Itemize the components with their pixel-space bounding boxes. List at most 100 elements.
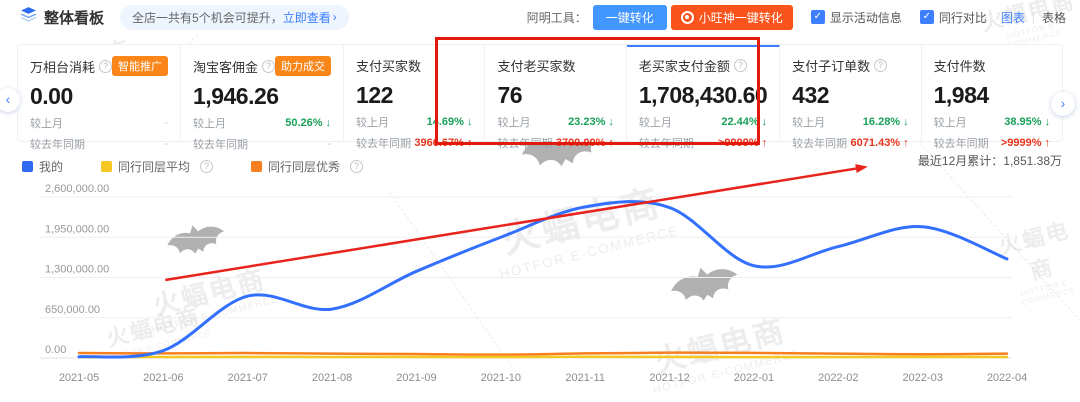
mom-change: 22.44% ↓: [721, 116, 768, 128]
table-view-tab[interactable]: 表格: [1041, 10, 1066, 25]
svg-text:2022-02: 2022-02: [818, 372, 858, 384]
yoy-change: 6071.43% ↑: [850, 137, 909, 149]
svg-text:2021-09: 2021-09: [396, 372, 436, 384]
svg-text:2022-03: 2022-03: [902, 372, 942, 384]
page-title: 整体看板: [44, 9, 105, 27]
arrow-down-icon: ↓: [903, 116, 909, 128]
svg-text:2022-01: 2022-01: [734, 372, 774, 384]
metric-value: 432: [792, 82, 830, 108]
info-icon[interactable]: ?: [350, 160, 364, 173]
metric-card-wanxiangtai[interactable]: 万相台消耗 ? 智能推广 0.00 较上月 - 较去年同期 -: [18, 45, 182, 151]
svg-text:2021-12: 2021-12: [649, 372, 689, 384]
arrow-down-icon: ↓: [761, 116, 768, 128]
arrow-up-icon: ↑: [608, 137, 614, 149]
carousel-prev-button[interactable]: ‹: [0, 88, 20, 112]
info-icon[interactable]: ?: [99, 59, 113, 73]
svg-text:0.00: 0.00: [45, 344, 66, 356]
metric-card-taobaoke[interactable]: 淘宝客佣金 ? 助力成交 1,946.26 较上月 50.26% ↓ 较去年同期 …: [181, 45, 345, 151]
mom-change: 14.69% ↓: [426, 116, 473, 128]
metric-value: 0.00: [30, 83, 73, 109]
smart-promo-badge: 智能推广: [112, 56, 169, 76]
chart-view-tab[interactable]: 图表: [1000, 10, 1025, 25]
assist-deal-badge: 助力成交: [275, 56, 332, 76]
chevron-right-icon: ›: [332, 10, 337, 24]
info-icon[interactable]: ?: [733, 59, 747, 72]
yoy-change: -: [327, 138, 332, 150]
arrow-down-icon: ↓: [1044, 116, 1051, 128]
metric-card-sub-orders[interactable]: 支付子订单数 ? 432 较上月 16.28% ↓ 较去年同期 6071.43% ↑: [780, 45, 922, 150]
metric-card-pay-buyers[interactable]: 支付买家数 122 较上月 14.69% ↓ 较去年同期 3966.67% ↑: [344, 45, 486, 150]
svg-text:2021-11: 2021-11: [565, 372, 605, 384]
svg-text:2021-06: 2021-06: [143, 372, 183, 384]
mom-change: -: [164, 117, 169, 129]
mom-change: 50.26% ↓: [285, 117, 332, 129]
arrow-up-icon: ↑: [903, 137, 909, 149]
legend-swatch: [101, 161, 113, 172]
legend-item-peer-average[interactable]: 同行同层平均 ?: [101, 158, 214, 175]
xiaowangshen-convert-button[interactable]: 小旺神一键转化: [670, 4, 793, 30]
show-activity-checkbox[interactable]: ✓ 显示活动信息: [810, 9, 902, 26]
info-icon[interactable]: ?: [200, 160, 214, 173]
opportunity-notice: 全店一共有5个机会可提升， 立即查看 ›: [120, 4, 349, 30]
metric-value: 1,984: [933, 82, 990, 108]
one-key-convert-button[interactable]: 一键转化: [592, 4, 667, 30]
mom-change: 23.23% ↓: [568, 116, 614, 128]
svg-text:2021-05: 2021-05: [59, 372, 99, 384]
info-icon[interactable]: ?: [874, 59, 888, 72]
svg-text:650,000.00: 650,000.00: [45, 304, 100, 316]
mom-change: 16.28% ↓: [862, 116, 909, 128]
xiaowangshen-icon: [680, 10, 694, 24]
svg-text:2021-10: 2021-10: [481, 372, 521, 384]
svg-text:2022-04: 2022-04: [987, 372, 1027, 384]
arrow-up-icon: ↑: [761, 137, 768, 149]
svg-text:2021-08: 2021-08: [312, 372, 352, 384]
metric-card-pay-old-buyers[interactable]: 支付老买家数 76 较上月 23.23% ↓ 较去年同期 3700.00% ↑: [485, 45, 627, 150]
checkbox-checked-icon[interactable]: ✓: [919, 10, 934, 24]
yoy-change: 3966.67% ↑: [414, 137, 473, 149]
yoy-change: 3700.00% ↑: [555, 137, 614, 149]
page-header: 整体看板 全店一共有5个机会可提升， 立即查看 › 阿明工具： 一键转化 小旺神…: [0, 0, 1080, 34]
arrow-down-icon: ↓: [325, 117, 332, 129]
view-now-link[interactable]: 立即查看: [282, 10, 331, 25]
peer-compare-checkbox[interactable]: ✓ 同行对比: [919, 9, 987, 26]
metric-value: 122: [356, 82, 393, 108]
notice-text: 全店一共有5个机会可提升，: [132, 10, 283, 25]
metric-value: 1,708,430.60: [638, 82, 768, 108]
metric-value: 1,946.26: [193, 83, 279, 109]
yoy-change: >9999% ↑: [1000, 137, 1051, 149]
view-toggle: 图表 | 表格: [1000, 10, 1066, 25]
legend-item-peer-excellent[interactable]: 同行同层优秀 ?: [251, 158, 364, 175]
svg-text:2,600,000.00: 2,600,000.00: [45, 183, 109, 195]
yoy-change: >9999% ↑: [717, 137, 768, 149]
arrow-up-icon: ↑: [1044, 137, 1051, 149]
svg-text:1,300,000.00: 1,300,000.00: [45, 264, 109, 276]
tools-label: 阿明工具：: [526, 10, 587, 25]
legend-swatch: [251, 161, 263, 172]
arrow-up-icon: ↑: [466, 137, 473, 149]
metric-card-pay-items[interactable]: 支付件数 1,984 较上月 38.95% ↓ 较去年同期 >9999% ↑: [933, 59, 1051, 150]
metric-value: 76: [497, 82, 523, 108]
mom-change: 38.95% ↓: [1004, 116, 1051, 128]
legend-swatch: [22, 161, 33, 172]
chart-legend: 我的 同行同层平均 ? 同行同层优秀 ?: [22, 158, 364, 175]
arrow-down-icon: ↓: [466, 116, 473, 128]
info-icon[interactable]: ?: [262, 59, 276, 73]
svg-text:1,950,000.00: 1,950,000.00: [45, 223, 109, 235]
checkbox-checked-icon[interactable]: ✓: [810, 10, 825, 24]
legend-item-mine[interactable]: 我的: [22, 158, 63, 175]
metric-cards-row: 万相台消耗 ? 智能推广 0.00 较上月 - 较去年同期 - 淘宝客佣金 ? …: [17, 44, 1063, 151]
trend-arrow-annotation: [165, 164, 868, 282]
last-12-month-total: 最近12月累计：1,851.38万: [917, 154, 1062, 168]
watermark-line: [389, 192, 522, 381]
arrow-down-icon: ↓: [608, 116, 614, 128]
metric-card-old-buyer-amount[interactable]: 老买家支付金额 ? 1,708,430.60 较上月 22.44% ↓ 较去年同期…: [626, 45, 781, 150]
yoy-change: -: [164, 138, 169, 150]
carousel-next-button[interactable]: ›: [1051, 92, 1075, 116]
layers-icon: [20, 6, 37, 28]
svg-text:2021-07: 2021-07: [228, 372, 268, 384]
